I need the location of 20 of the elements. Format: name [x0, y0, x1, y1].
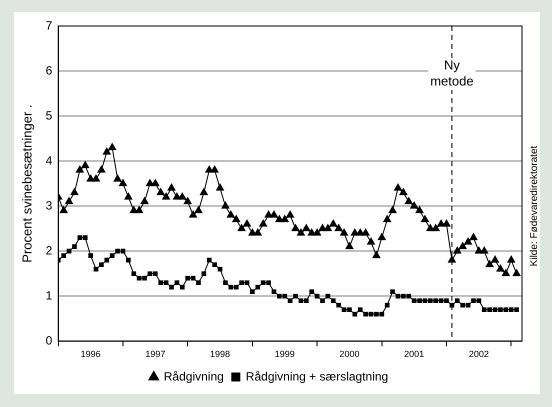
x-tick-label: 1997 — [145, 349, 166, 360]
y-axis-title: Procent svinebesætninger . — [19, 104, 34, 263]
legend-label: Rådgivning — [164, 369, 224, 384]
x-tick-label: 1999 — [274, 349, 295, 360]
y-tick-label: 2 — [46, 243, 53, 258]
y-tick-label: 5 — [46, 108, 53, 122]
y-tick-label: 1 — [46, 288, 53, 302]
x-tick-label: 2001 — [404, 349, 424, 360]
y-tick-label: 7 — [46, 18, 53, 32]
y-tick-label: 3 — [46, 198, 53, 212]
ref-line-label: Ny metode — [430, 58, 474, 89]
x-tick-label: 1996 — [80, 349, 101, 360]
y-tick-label: 4 — [46, 153, 53, 168]
x-tick-label: 2000 — [339, 349, 360, 360]
y-tick-label: 6 — [46, 63, 53, 78]
x-tick-label: 1998 — [210, 349, 230, 360]
legend-label: Rådgivning + særslagtning — [246, 369, 388, 384]
text: Kilde: Fødevaredirektoratet — [528, 145, 540, 266]
x-tick-label: 2002 — [468, 349, 489, 360]
y-tick-label: 0 — [46, 334, 53, 348]
